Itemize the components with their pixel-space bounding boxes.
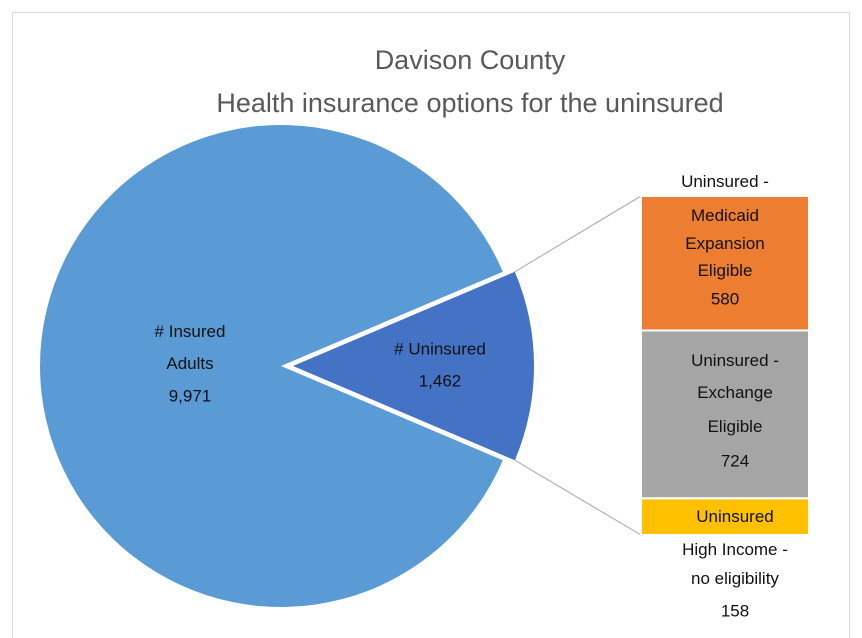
pie-slice [40, 125, 503, 607]
slice-label: # Uninsured [394, 339, 486, 358]
bar-segment [640, 329, 810, 500]
connector [514, 195, 642, 273]
connector [514, 459, 642, 536]
slice-value-label: 9,971 [169, 386, 212, 405]
segment-value-label: 580 [711, 289, 739, 308]
slice-label: # Insured Adults [155, 322, 226, 373]
slice-value-label: 1,462 [419, 371, 462, 390]
segment-value-label: 724 [721, 451, 749, 470]
chart-title: Davison County [375, 45, 566, 75]
pie-slice [293, 271, 534, 461]
bar-segment [640, 497, 810, 537]
segment-value-label: 158 [721, 601, 749, 620]
segment-label: Uninsured High Income -no eligibility [682, 507, 788, 588]
bar-segment [640, 195, 810, 332]
segment-label: Uninsured -Exchange Eligible [691, 351, 779, 436]
chart-subtitle: Health insurance options for the uninsur… [216, 88, 723, 118]
segment-label: Uninsured -Medicaid Expansion Eligible [681, 172, 769, 280]
